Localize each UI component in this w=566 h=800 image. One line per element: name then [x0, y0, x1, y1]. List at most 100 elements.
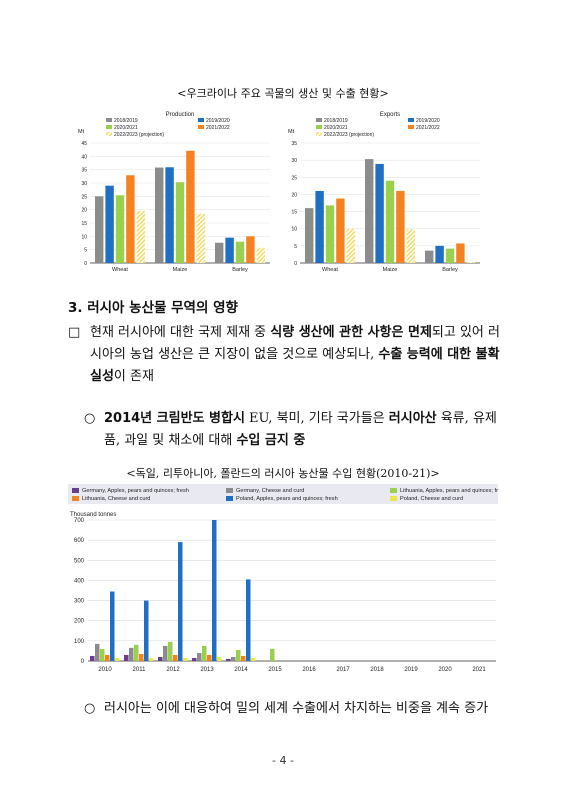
legend-swatch-poland-cheese-and-curd	[390, 496, 397, 501]
bar-2010-poland-apples-pears-and-quinces-fresh	[110, 591, 115, 661]
bar-2012-germany-cheese-and-curd	[163, 645, 168, 661]
legend-label-germany-apples-pears-and-quinces-fresh: Germany, Apples, pears and quinces; fres…	[82, 488, 189, 494]
bar-barley-2021-2022	[456, 243, 465, 263]
x-tick-label: 2017	[336, 667, 350, 673]
y-tick-label: 700	[74, 518, 85, 524]
y-tick-label: 0	[84, 261, 87, 267]
x-tick-label: 2013	[200, 667, 214, 673]
para2-bold-3: 수입 금지 중	[236, 433, 306, 448]
bar-wheat-2020-2021	[325, 205, 335, 263]
bar-barley-2020-2021	[235, 241, 245, 263]
x-tick-label: Maize	[173, 267, 188, 273]
bar-2010-lithuania-cheese-and-curd	[105, 654, 110, 661]
y-axis-label: Mt	[288, 129, 295, 135]
x-tick-label: 2012	[166, 667, 180, 673]
para1-text-2: 되고 있어 러시아의 농업 생산은 큰 지장이 없을 것으로 예상되나,	[90, 325, 500, 362]
bar-maize-2018-2019	[155, 167, 164, 263]
caption-russia-imports: <독일, 리투아니아, 폴란드의 러시아 농산물 수입 현황(2010-21)>	[126, 467, 440, 480]
bar-2012-lithuania-cheese-and-curd	[173, 654, 178, 661]
caption-ukraine-grain: <우크라이나 주요 곡물의 생산 및 수출 현황>	[177, 87, 389, 100]
para1-text-3: 이 존재	[113, 369, 154, 384]
y-tick-label: 5	[84, 248, 87, 254]
y-axis-label: Mt	[78, 129, 85, 135]
bar-2014-poland-apples-pears-and-quinces-fresh	[246, 579, 251, 661]
legend-swatch-2018-2019	[316, 118, 322, 122]
bar-maize-2021-2022	[186, 150, 195, 263]
bar-2011-lithuania-apples-pears-and-quinces-fresh	[134, 644, 139, 661]
bar-maize-2019-2020	[375, 163, 384, 263]
y-tick-label: 200	[74, 619, 85, 625]
legend-label-lithuania-apples-pears-and-quinces-fresh: Lithuania, Apples, pears and quinces; fr…	[400, 488, 498, 494]
chart-title: Exports	[380, 112, 400, 118]
legend-swatch-2022-2023-projection	[106, 132, 112, 136]
legend-swatch-lithuania-cheese-and-curd	[72, 496, 79, 501]
paragraph-1: 현재 러시아에 대한 국제 제재 중 식량 생산에 관한 사항은 면제되고 있어…	[90, 322, 500, 388]
legend-label-2019-2020: 2019/2020	[416, 118, 440, 124]
y-tick-label: 30	[291, 158, 297, 164]
bar-maize-2019-2020	[165, 167, 174, 263]
bar-2012-poland-apples-pears-and-quinces-fresh	[178, 542, 183, 661]
legend-label-lithuania-cheese-and-curd: Lithuania, Cheese and curd	[82, 496, 150, 502]
x-tick-label: 2011	[133, 667, 147, 673]
bar-wheat-2022-2023-projection	[346, 228, 355, 263]
x-tick-label: Maize	[383, 267, 398, 273]
bar-barley-2019-2020	[225, 237, 234, 263]
y-tick-label: 35	[291, 141, 297, 147]
y-tick-label: 300	[74, 599, 85, 605]
legend-swatch-2021-2022	[198, 125, 204, 129]
bar-2011-germany-cheese-and-curd	[129, 647, 134, 661]
legend-label-2019-2020: 2019/2020	[206, 118, 230, 124]
bar-wheat-2021-2022	[126, 175, 135, 263]
x-tick-label: 2014	[234, 667, 248, 673]
bar-2010-lithuania-apples-pears-and-quinces-fresh	[100, 648, 105, 661]
bar-wheat-2019-2020	[315, 191, 324, 263]
y-tick-label: 20	[81, 208, 87, 214]
legend-swatch-lithuania-apples-pears-and-quinces-fresh	[390, 488, 397, 493]
chart-title: Production	[166, 112, 195, 118]
bar-wheat-2018-2019	[305, 208, 314, 263]
bar-2014-germany-cheese-and-curd	[231, 656, 236, 661]
para1-bullet: □	[68, 325, 81, 340]
y-tick-label: 45	[81, 141, 87, 147]
bar-barley-2022-2023-projection	[256, 247, 265, 263]
para1-bold-1: 식량 생산에 관한 사항은 면제	[270, 325, 432, 340]
bar-2013-germany-cheese-and-curd	[197, 652, 202, 661]
legend-label-2018-2019: 2018/2019	[114, 118, 138, 124]
x-tick-label: 2016	[302, 667, 316, 673]
bar-wheat-2022-2023-projection	[136, 211, 145, 263]
legend-label-2020-2021: 2020/2021	[114, 125, 138, 131]
y-tick-label: 500	[74, 558, 85, 564]
legend-swatch-2022-2023-projection	[316, 132, 322, 136]
bar-2013-lithuania-cheese-and-curd	[207, 654, 212, 661]
page-number: - 4 -	[272, 754, 294, 767]
y-tick-label: 0	[81, 659, 85, 665]
x-tick-label: 2021	[472, 667, 486, 673]
x-tick-label: 2015	[268, 667, 282, 673]
bar-2010-poland-cheese-and-curd	[115, 657, 120, 661]
legend-swatch-germany-apples-pears-and-quinces-fresh	[72, 488, 79, 493]
x-tick-label: 2019	[404, 667, 418, 673]
y-tick-label: 15	[81, 221, 87, 227]
bar-barley-2020-2021	[445, 248, 455, 263]
para2-bold-2: 러시아산	[388, 411, 437, 426]
bar-wheat-2019-2020	[105, 185, 114, 263]
legend-swatch-2019-2020	[198, 118, 204, 122]
bar-2011-germany-apples-pears-and-quinces-fresh	[124, 654, 129, 661]
y-tick-label: 25	[291, 175, 297, 181]
legend-label-2021-2022: 2021/2022	[206, 125, 230, 131]
bar-maize-2020-2021	[385, 180, 395, 263]
bar-maize-2022-2023-projection	[196, 213, 205, 263]
bar-2012-germany-apples-pears-and-quinces-fresh	[158, 656, 163, 661]
y-tick-label: 0	[294, 261, 297, 267]
y-tick-label: 15	[291, 210, 297, 216]
bar-2010-germany-apples-pears-and-quinces-fresh	[90, 655, 95, 661]
bar-2012-lithuania-apples-pears-and-quinces-fresh	[168, 641, 173, 661]
legend-label-2022-2023-projection: 2022/2023 (projection)	[114, 132, 164, 138]
legend-swatch-2020-2021	[316, 125, 322, 129]
bar-wheat-2021-2022	[336, 198, 345, 263]
para2-text-2: 육류, 유제품, 과일 및 채소에 대해	[104, 411, 497, 448]
bar-2011-poland-apples-pears-and-quinces-fresh	[144, 600, 149, 661]
x-tick-label: Barley	[232, 267, 248, 273]
para2-bold-1: 2014년 크림반도 병합시	[104, 411, 245, 426]
